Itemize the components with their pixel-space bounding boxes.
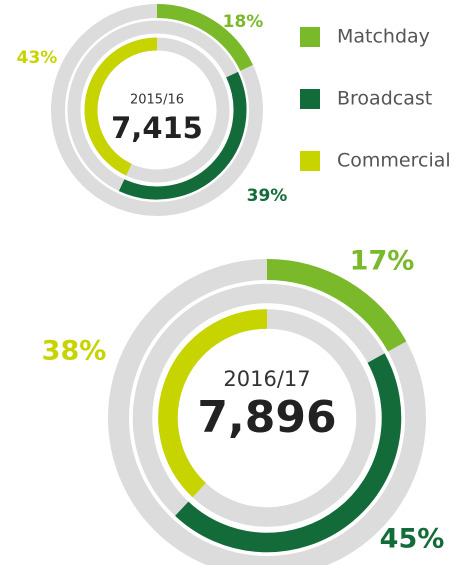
- total-label: 7,415: [111, 111, 203, 145]
- total-label: 7,896: [197, 392, 336, 443]
- value-label: 18%: [223, 12, 264, 32]
- legend-swatch: [300, 89, 320, 109]
- arc: [84, 37, 158, 176]
- arc: [175, 353, 402, 553]
- value-label: 39%: [247, 186, 288, 206]
- legend-swatch: [300, 27, 320, 47]
- year-label: 2016/17: [223, 367, 310, 391]
- value-label: 17%: [350, 246, 415, 277]
- arc: [158, 309, 268, 498]
- legend-swatch: [300, 151, 320, 171]
- arc: [118, 71, 247, 200]
- year-label: 2015/16: [130, 93, 184, 108]
- value-label: 38%: [42, 336, 107, 367]
- value-label: 43%: [17, 48, 58, 68]
- legend-label: Matchday: [337, 26, 430, 48]
- arc: [266, 259, 407, 352]
- value-label: 45%: [380, 524, 445, 555]
- legend-label: Broadcast: [337, 88, 432, 110]
- legend-label: Commercial: [337, 150, 451, 172]
- arc: [156, 4, 253, 71]
